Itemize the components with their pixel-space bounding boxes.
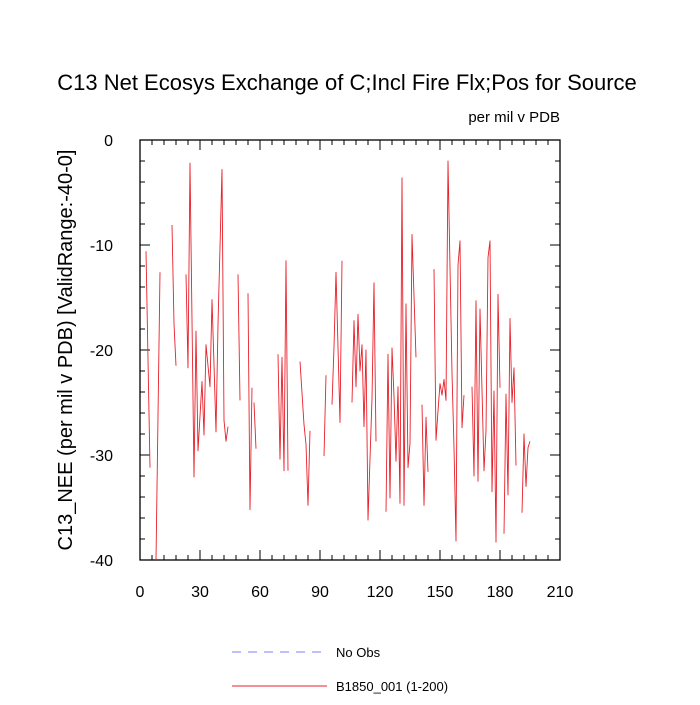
legend: No Obs B1850_001 (1-200): [232, 645, 448, 694]
x-tick-label: 60: [251, 584, 269, 601]
y-tick-label: -20: [90, 343, 113, 360]
series-line-segment: [503, 318, 517, 534]
series-line-segment: [385, 177, 417, 512]
series-line-segment: [277, 260, 289, 472]
x-tick-label: 120: [367, 584, 394, 601]
series-line-segment: [471, 240, 501, 543]
x-tick-label: 150: [427, 584, 454, 601]
series-line-segment: [299, 361, 311, 506]
x-tick-label: 180: [487, 584, 514, 601]
series-line-segment: [185, 162, 229, 478]
x-tick-label: 0: [136, 584, 145, 601]
series-line-segment: [331, 260, 343, 423]
series-layer: [145, 160, 531, 561]
y-tick-label: -30: [90, 448, 113, 465]
y-tick-label: 0: [104, 133, 113, 150]
series-line-segment: [521, 433, 531, 513]
units-label: per mil v PDB: [468, 109, 560, 126]
series-line-segment: [253, 402, 257, 449]
series-line-segment: [237, 274, 241, 401]
y-tick-label: -10: [90, 238, 113, 255]
x-tick-label: 90: [311, 584, 329, 601]
series-line-segment: [421, 404, 429, 506]
ticks-layer: 0 30 60 90 120 150 180 210 0 -10 -20 -30 -40: [90, 133, 574, 601]
chart-title: C13 Net Ecosys Exchange of C;Incl Fire F…: [57, 70, 637, 95]
series-line-segment: [247, 293, 253, 511]
x-tick-label: 210: [547, 584, 574, 601]
legend-label: B1850_001 (1-200): [336, 679, 448, 694]
x-tick-label: 30: [191, 584, 209, 601]
series-line-segment: [323, 375, 327, 457]
y-tick-label: -40: [90, 553, 113, 570]
legend-label: No Obs: [336, 645, 381, 660]
series-line-segment: [155, 272, 161, 561]
series-line-segment: [433, 160, 465, 542]
series-line-segment: [171, 225, 177, 366]
plot-frame: [139, 139, 561, 561]
series-line-segment: [351, 282, 377, 521]
series-line-segment: [145, 251, 151, 468]
y-axis-label: C13_NEE (per mil v PDB) [ValidRange:-40-…: [55, 150, 77, 551]
